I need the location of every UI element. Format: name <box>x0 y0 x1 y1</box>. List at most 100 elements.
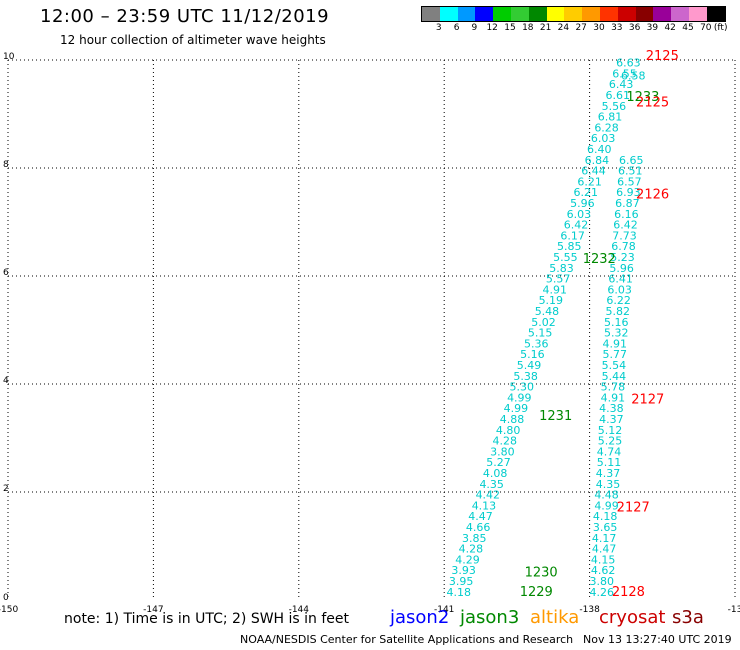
data-point-label: 6.55 <box>612 67 637 80</box>
data-point-label: 6.63 <box>616 57 641 70</box>
data-point-label: 4.48 <box>594 489 619 502</box>
data-point-label: 6.17 <box>560 229 585 242</box>
color-scale-label: 30 <box>593 23 605 33</box>
x-tick-label: -147 <box>143 605 163 615</box>
color-swatch <box>510 7 529 21</box>
data-point-label: 5.96 <box>570 197 595 210</box>
data-point-label: 4.66 <box>466 521 491 534</box>
data-point-label: 6.22 <box>606 294 631 307</box>
y-tick-label: 6 <box>3 268 9 278</box>
time-label: 2127 <box>631 393 664 408</box>
data-point-label: 5.82 <box>605 305 630 318</box>
data-point-label: 4.99 <box>594 499 619 512</box>
data-point-label: 6.81 <box>598 111 623 124</box>
data-point-label: 4.91 <box>603 337 628 350</box>
time-label: 2125 <box>646 49 679 64</box>
data-point-label: 4.18 <box>593 510 618 523</box>
data-point-label: 5.38 <box>513 370 538 383</box>
data-point-label: 3.95 <box>449 575 474 588</box>
color-swatch <box>422 7 440 21</box>
timestamp: Nov 13 13:27:40 UTC 2019 <box>583 633 732 646</box>
color-scale-label: 36 <box>628 23 641 33</box>
legend-item-s3a: s3a <box>672 607 704 628</box>
data-point-label: 4.62 <box>591 564 616 577</box>
data-point-label: 4.26 <box>589 586 614 599</box>
data-point-label: 6.03 <box>607 283 632 296</box>
legend-item-jason3: jason3 <box>460 607 520 628</box>
color-swatch <box>528 7 547 21</box>
data-point-label: 6.21 <box>573 186 598 199</box>
data-point-label: 4.91 <box>601 391 626 404</box>
data-point-label: 5.15 <box>528 327 553 340</box>
data-point-label: 5.44 <box>602 370 627 383</box>
time-label: 2128 <box>612 585 645 600</box>
data-point-label: 6.42 <box>564 219 589 232</box>
color-swatch <box>582 7 600 21</box>
data-point-label: 5.56 <box>602 100 627 113</box>
legend-item-cryosat: cryosat <box>599 607 666 628</box>
data-point-label: 6.41 <box>608 273 633 286</box>
data-point-label: 4.47 <box>592 543 617 556</box>
data-point-label: 6.61 <box>605 89 630 102</box>
data-point-label: 5.30 <box>509 381 534 394</box>
data-point-label: 4.28 <box>459 543 484 556</box>
data-point-label: 5.96 <box>609 262 634 275</box>
data-point-label: 4.47 <box>468 510 493 523</box>
data-point-label: 4.88 <box>500 413 525 426</box>
x-tick-label: -141 <box>434 605 454 615</box>
data-point-label: 3.65 <box>593 521 618 534</box>
data-point-label: 3.93 <box>451 564 476 577</box>
data-point-label: 4.99 <box>504 402 529 415</box>
data-point-label: 6.93 <box>616 186 641 199</box>
time-label: 1233 <box>626 90 659 105</box>
color-scale-label: 21 <box>539 23 552 33</box>
color-swatch <box>457 7 476 21</box>
data-point-label: 6.87 <box>615 197 640 210</box>
data-point-label: 5.25 <box>598 435 623 448</box>
data-point-label: 6.21 <box>577 175 602 188</box>
color-scale-label: 18 <box>522 23 534 33</box>
data-point-label: 5.19 <box>539 294 564 307</box>
color-swatch <box>475 7 494 21</box>
color-swatch <box>564 7 583 21</box>
data-point-label: 4.80 <box>496 424 521 437</box>
data-point-label: 5.16 <box>520 348 545 361</box>
data-point-label: 4.35 <box>596 478 621 491</box>
data-point-label: 6.78 <box>611 240 636 253</box>
data-point-label: 5.85 <box>557 240 582 253</box>
data-point-label: 5.32 <box>604 327 629 340</box>
data-point-label: 5.77 <box>603 348 628 361</box>
legend-item-altika: altika <box>530 607 580 628</box>
data-point-label: 5.27 <box>486 456 511 469</box>
data-point-label: 4.17 <box>592 532 617 545</box>
time-label: 2125 <box>636 96 669 111</box>
x-tick-label: -150 <box>0 605 18 615</box>
data-point-label: 5.02 <box>531 316 556 329</box>
data-point-label: 4.29 <box>455 553 480 566</box>
data-point-label: 4.99 <box>507 391 532 404</box>
data-point-label: 5.78 <box>601 381 626 394</box>
color-swatch <box>493 7 511 21</box>
x-tick-label: -13 <box>728 605 740 615</box>
data-point-label: 5.36 <box>524 337 549 350</box>
data-point-label: 5.12 <box>598 424 623 437</box>
color-scale-label: 12 <box>486 23 498 33</box>
color-swatch <box>635 7 654 21</box>
x-tick-label: -138 <box>579 605 600 615</box>
y-tick-label: 8 <box>3 160 9 170</box>
y-tick-label: 4 <box>3 376 9 386</box>
color-swatch <box>617 7 636 21</box>
data-point-label: 6.40 <box>587 143 612 156</box>
color-scale-label: 45 <box>682 23 694 33</box>
data-point-label: 5.23 <box>610 251 635 264</box>
color-scale-labels: 3 6 9 12 15 18 21 24 27 30 33 36 39 42 45 70 (ft) <box>421 23 740 35</box>
data-point-label: 6.44 <box>581 165 606 178</box>
data-point-label: 5.54 <box>602 359 627 372</box>
credit-line: NOAA/NESDIS Center for Satellite Applica… <box>240 633 574 646</box>
data-point-label: 4.37 <box>599 413 624 426</box>
color-scale-label: 42 <box>664 23 676 33</box>
color-swatch <box>599 7 618 21</box>
color-swatch <box>653 7 672 21</box>
data-point-label: 4.08 <box>483 467 508 480</box>
data-point-label: 5.55 <box>553 251 578 264</box>
